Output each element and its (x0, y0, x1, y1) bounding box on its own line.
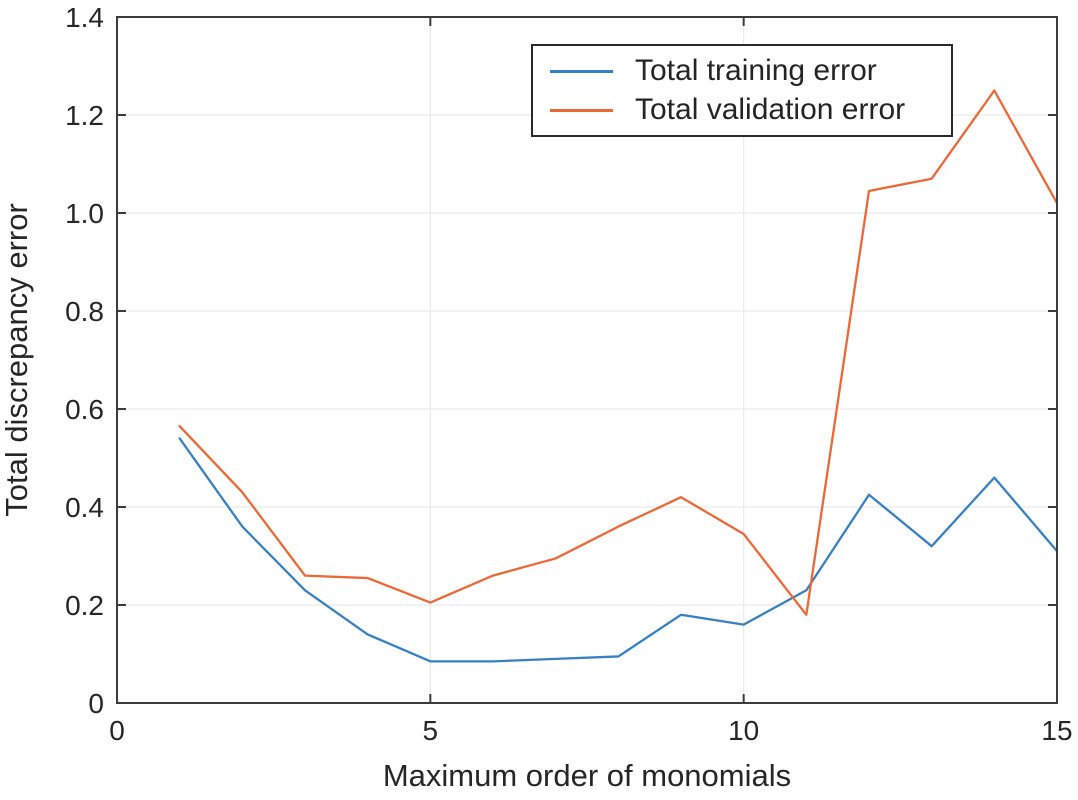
legend-item-validation: Total validation error (550, 91, 951, 130)
x-tick-label: 5 (423, 715, 439, 746)
y-axis-title: Total discrepancy error (0, 203, 34, 517)
tick-labels: 0 5 10 15 0 0.2 0.4 0.6 0.8 1.0 1.2 1.4 (65, 2, 1073, 746)
validation-line-swatch (550, 108, 613, 112)
tick-marks (116, 16, 1058, 704)
data-series (178, 89, 1059, 663)
x-axis-title: Maximum order of monomials (383, 758, 791, 793)
y-tick-label: 0.4 (65, 492, 104, 523)
y-tick-label: 0.6 (65, 394, 104, 425)
x-tick-label: 0 (109, 715, 125, 746)
y-tick-label: 1.2 (65, 100, 104, 131)
legend-item-training: Total training error (550, 52, 951, 91)
y-tick-label: 1.0 (65, 198, 104, 229)
y-tick-label: 1.4 (65, 2, 104, 33)
training-error-line (178, 437, 1059, 663)
x-tick-label: 15 (1041, 715, 1072, 746)
legend-label-training: Total training error (635, 54, 877, 87)
legend: Total training error Total validation er… (531, 44, 953, 137)
axes-frame (116, 16, 1058, 704)
y-tick-label: 0.2 (65, 590, 104, 621)
validation-error-line (178, 89, 1059, 616)
plot-box (116, 16, 1058, 704)
legend-label-validation: Total validation error (635, 93, 906, 126)
y-tick-label: 0.8 (65, 296, 104, 327)
x-tick-label: 10 (728, 715, 759, 746)
training-line-swatch (550, 69, 613, 73)
y-tick-label: 0 (88, 688, 104, 719)
